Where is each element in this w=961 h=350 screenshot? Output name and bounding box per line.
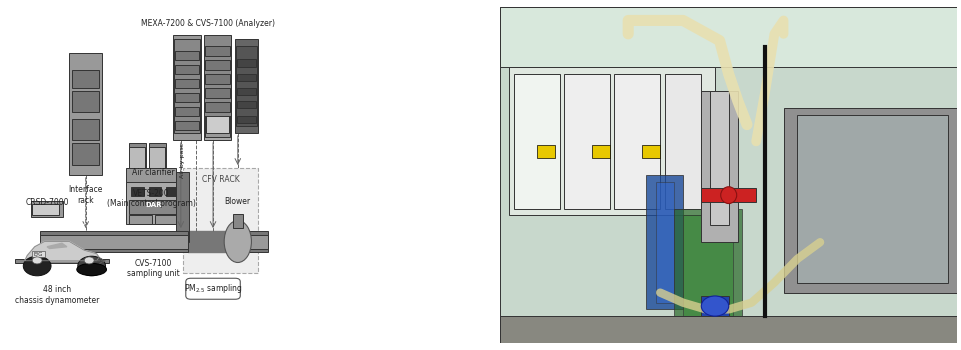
Bar	[175, 121, 199, 130]
Bar	[237, 88, 256, 94]
Bar	[709, 91, 728, 225]
Bar	[237, 116, 256, 122]
Bar	[701, 91, 737, 242]
Bar	[797, 114, 947, 282]
Bar	[591, 145, 609, 158]
Bar	[673, 209, 742, 326]
Bar	[148, 187, 160, 196]
Bar	[701, 296, 728, 316]
Bar	[129, 215, 152, 224]
Bar	[39, 234, 188, 248]
Circle shape	[85, 257, 94, 264]
Bar	[664, 74, 701, 209]
Bar	[237, 60, 256, 66]
Bar	[701, 188, 755, 202]
Bar	[126, 182, 181, 224]
Bar	[129, 144, 146, 168]
Bar	[205, 102, 230, 112]
Bar	[235, 38, 258, 133]
Bar	[513, 74, 559, 209]
Bar	[175, 107, 199, 116]
Bar	[228, 234, 267, 248]
Text: CFV RACK: CFV RACK	[202, 175, 239, 184]
Text: Air by-pass: Air by-pass	[180, 144, 185, 178]
Bar	[32, 251, 44, 257]
Circle shape	[23, 256, 51, 276]
Text: DAR: DAR	[145, 202, 161, 208]
Bar	[72, 91, 99, 112]
Text: VETS-200
(Main control program): VETS-200 (Main control program)	[107, 189, 195, 208]
Bar	[72, 144, 99, 164]
Bar	[126, 168, 176, 186]
Ellipse shape	[77, 263, 107, 276]
Circle shape	[78, 256, 106, 276]
Bar	[69, 52, 102, 175]
Text: CRSD-7000: CRSD-7000	[25, 198, 69, 207]
Bar	[14, 259, 109, 262]
Text: 48 inch
chassis dynamometer: 48 inch chassis dynamometer	[14, 285, 99, 304]
Ellipse shape	[720, 187, 736, 204]
Bar	[175, 93, 199, 101]
Text: MEXA-7200 & CVS-7100 (Analyzer): MEXA-7200 & CVS-7100 (Analyzer)	[141, 19, 275, 28]
Bar	[129, 147, 145, 168]
Bar	[237, 74, 256, 80]
Bar	[39, 231, 188, 252]
Text: Blower: Blower	[225, 197, 251, 206]
Bar	[148, 147, 164, 168]
Bar	[205, 46, 230, 56]
Bar	[155, 215, 178, 224]
Bar	[175, 51, 199, 60]
Bar	[205, 74, 230, 84]
Bar	[682, 215, 732, 316]
Polygon shape	[25, 241, 99, 261]
Text: Interface
rack: Interface rack	[68, 186, 103, 205]
Bar	[782, 108, 956, 293]
Bar	[72, 70, 99, 88]
Bar	[129, 199, 178, 213]
Bar	[31, 201, 62, 217]
Circle shape	[701, 296, 727, 316]
Bar	[175, 65, 199, 74]
Text: PM$_{2.5}$ sampling: PM$_{2.5}$ sampling	[184, 282, 242, 295]
Bar	[236, 46, 257, 126]
Bar	[184, 168, 258, 273]
Bar	[205, 88, 230, 98]
Bar	[174, 38, 200, 133]
Bar	[614, 74, 659, 209]
Bar	[237, 102, 256, 108]
Bar	[228, 231, 267, 252]
Text: E/G: E/G	[34, 252, 43, 257]
Bar	[509, 68, 714, 215]
Circle shape	[32, 257, 42, 264]
Text: CVS-7100
sampling unit: CVS-7100 sampling unit	[127, 259, 180, 278]
Bar	[500, 316, 956, 343]
FancyBboxPatch shape	[185, 278, 240, 299]
Bar	[175, 79, 199, 88]
Bar	[173, 35, 201, 140]
Bar	[536, 145, 554, 158]
Bar	[641, 145, 659, 158]
Bar	[205, 108, 230, 136]
Bar	[148, 144, 166, 168]
Ellipse shape	[224, 220, 251, 262]
Bar	[32, 204, 60, 215]
Bar	[646, 175, 682, 309]
Bar	[563, 74, 609, 209]
Bar	[206, 112, 229, 133]
Bar	[655, 182, 673, 303]
Bar	[176, 172, 188, 242]
Bar	[204, 35, 232, 116]
Bar	[72, 119, 99, 140]
Bar	[500, 7, 956, 68]
Bar	[131, 187, 143, 196]
Polygon shape	[47, 243, 67, 248]
Bar	[233, 214, 242, 228]
Text: Air clarifier: Air clarifier	[132, 168, 175, 177]
Bar	[204, 46, 232, 140]
Bar	[166, 187, 177, 196]
Bar	[205, 60, 230, 70]
